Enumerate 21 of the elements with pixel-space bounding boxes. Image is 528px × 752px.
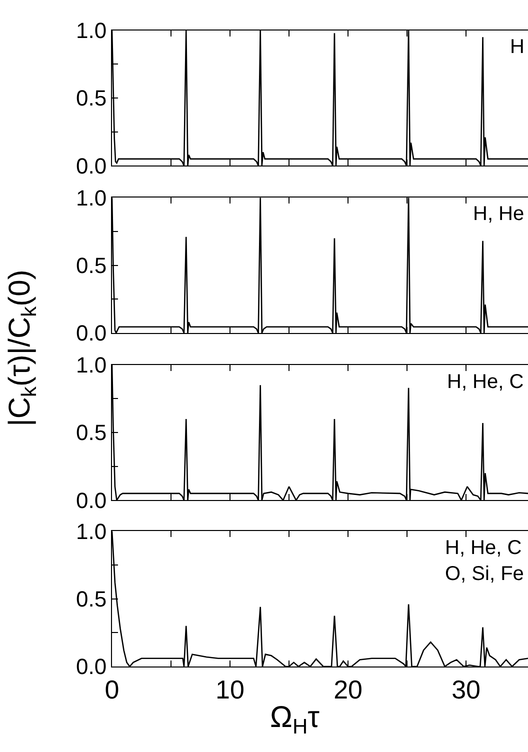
annotation: H, He <box>473 203 524 225</box>
y-tick-label: 1.0 <box>76 185 107 210</box>
y-tick-label: 0.0 <box>76 320 107 346</box>
y-tick-label: 1.0 <box>76 18 107 44</box>
x-tick-label: 0 <box>104 674 120 705</box>
y-tick-label: 1.0 <box>76 518 107 544</box>
x-tick-label: 10 <box>216 674 244 705</box>
annotation: H, He, C <box>447 371 524 393</box>
x-tick-label: 20 <box>334 674 362 705</box>
annotation: H, He, C O, Si, Fe <box>445 537 524 585</box>
y-tick-label: 0.5 <box>76 586 107 612</box>
y-tick-label: 1.0 <box>76 352 107 378</box>
y-tick-label: 0.0 <box>76 153 107 178</box>
y-tick-label: 0.5 <box>76 86 107 111</box>
x-tick-label: 30 <box>452 674 480 705</box>
y-tick-label: 0.5 <box>76 252 107 278</box>
y-tick-label: 0.5 <box>76 420 107 446</box>
y-tick-label: 0.0 <box>76 654 107 680</box>
y-tick-label: 0.0 <box>76 488 107 513</box>
annotation: H <box>510 36 524 58</box>
x-axis-title: Ω$_{H}$τ <box>270 701 320 738</box>
